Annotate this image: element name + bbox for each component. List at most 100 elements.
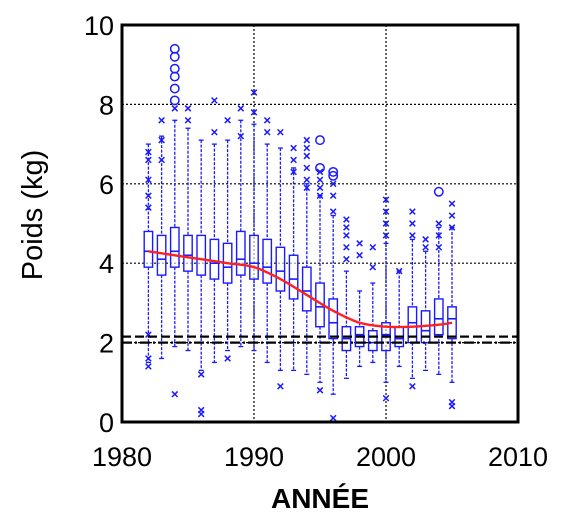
outlier-x [303, 136, 311, 144]
box-body [262, 238, 273, 284]
box-1989 [235, 119, 246, 348]
outlier-x [448, 402, 456, 410]
outlier-x [158, 116, 165, 124]
outlier-x [329, 192, 337, 200]
outlier-x [382, 232, 390, 239]
outlier-x [422, 243, 429, 251]
outlier-x [382, 394, 390, 402]
outlier-x [224, 116, 231, 124]
box-1993 [288, 167, 299, 372]
y-tick-label: 4 [99, 249, 114, 279]
outlier-x [145, 204, 152, 211]
outlier-x [316, 176, 324, 184]
outlier-markers [145, 43, 456, 422]
outlier-circle [328, 166, 339, 177]
outlier-x [329, 208, 337, 215]
outlier-x [171, 105, 179, 112]
box-body [196, 234, 207, 276]
x-axis-title: ANNÉE [271, 483, 369, 514]
x-tick-label: 2010 [488, 442, 548, 472]
outlier-x [448, 212, 456, 219]
outlier-circle [169, 95, 180, 106]
outlier-x [409, 382, 416, 390]
outlier-x [448, 224, 456, 231]
outlier-x [171, 390, 179, 398]
outlier-circle [328, 170, 339, 181]
box-body [367, 329, 378, 352]
outlier-x [277, 128, 284, 136]
outlier-circle [169, 71, 180, 82]
box-1986 [196, 139, 207, 372]
box-1984 [169, 119, 180, 348]
x-tick-label: 1990 [224, 442, 284, 472]
x-tick-label: 1980 [92, 442, 152, 472]
box-body [249, 234, 259, 280]
box-1992 [275, 147, 286, 372]
outlier-x [343, 255, 350, 263]
outlier-x [303, 176, 311, 184]
box-body [156, 234, 167, 276]
box-body [183, 234, 193, 272]
outlier-x [356, 251, 363, 259]
box-1987 [209, 143, 220, 364]
box-body [433, 298, 444, 336]
outlier-x [145, 148, 152, 156]
box-body [328, 298, 339, 340]
outlier-x [382, 208, 390, 215]
outlier-x [197, 406, 205, 414]
outlier-x [237, 105, 245, 112]
reference-lines [122, 335, 518, 344]
outlier-x [409, 220, 416, 227]
outlier-x [211, 128, 218, 136]
outlier-x [158, 136, 165, 144]
outlier-x [303, 152, 311, 160]
plot-frame [120, 23, 520, 424]
outlier-x [290, 144, 297, 152]
outlier-x [145, 363, 152, 370]
outlier-x [184, 105, 192, 112]
box-1996 [328, 214, 339, 395]
outlier-circle [433, 186, 444, 197]
outlier-x [316, 386, 324, 394]
y-tick-label: 6 [99, 170, 114, 200]
outlier-x [422, 236, 429, 243]
x-tick-label: 2000 [356, 442, 416, 472]
outlier-x [329, 414, 337, 422]
box-body [209, 238, 220, 280]
outlier-x [211, 97, 218, 104]
box-1985 [183, 127, 193, 352]
trend-line [148, 250, 453, 329]
box-body [169, 226, 180, 268]
box-1983 [156, 135, 167, 360]
y-tick-label: 8 [99, 90, 114, 120]
outlier-x [369, 243, 377, 251]
y-tick-label: 10 [84, 11, 114, 41]
outlier-x [409, 232, 416, 239]
outlier-x [237, 132, 245, 140]
outlier-x [435, 220, 443, 227]
outlier-x [290, 168, 297, 176]
outlier-x [224, 355, 231, 362]
outlier-x [263, 116, 271, 124]
outlier-x [343, 243, 350, 251]
outlier-x [303, 164, 311, 172]
y-tick-labels: 0 2 4 6 8 10 [84, 11, 114, 438]
outlier-x [250, 109, 258, 116]
box-body [301, 266, 312, 312]
outlier-x [145, 176, 152, 184]
outlier-x [356, 240, 363, 247]
outlier-x [382, 196, 390, 204]
outlier-x [290, 156, 297, 164]
outlier-x [343, 232, 350, 239]
outlier-circle [315, 162, 325, 173]
outlier-x [369, 263, 377, 271]
box-1991 [262, 143, 273, 364]
outlier-x [343, 216, 350, 223]
outlier-x [184, 116, 192, 124]
outlier-x [395, 267, 403, 275]
outlier-x [158, 156, 165, 164]
outlier-circle [169, 83, 180, 94]
outlier-x [303, 184, 311, 192]
outlier-circle [315, 135, 325, 146]
